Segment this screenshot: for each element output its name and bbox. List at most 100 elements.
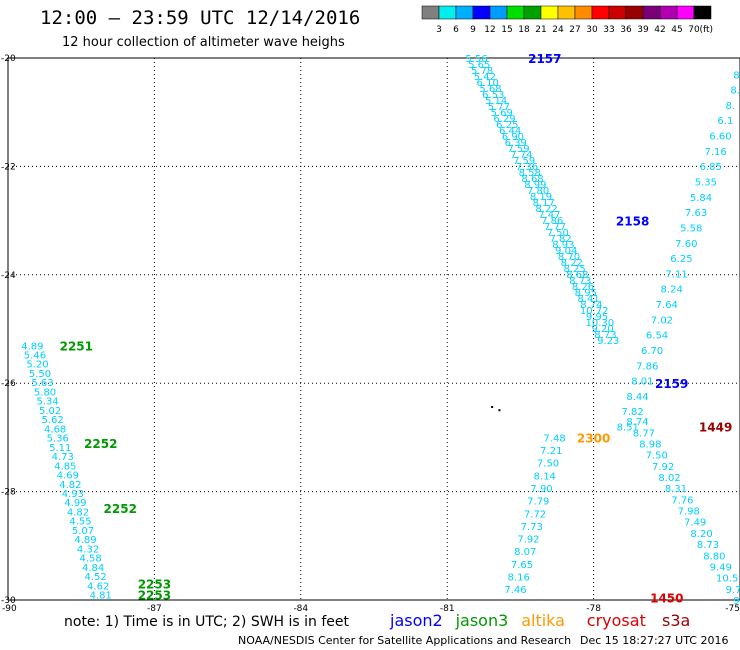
legend-label: 18: [518, 25, 530, 35]
wave-height-label: 4.52: [85, 572, 107, 583]
legend-swatch: [472, 5, 491, 20]
wave-height-label: 7.82: [549, 234, 571, 245]
legend-label: 39: [637, 25, 649, 35]
wave-height-label: 7.47: [538, 210, 560, 221]
grid-lines: [8, 58, 740, 600]
wave-height-label: 9.20: [592, 324, 614, 335]
legend-label: 15: [501, 25, 512, 35]
wave-height-label: 5.07: [72, 526, 94, 537]
wave-height-label: 5.02: [39, 406, 61, 417]
wave-height-label: 7.60: [675, 239, 697, 250]
wave-height-label: 5.77: [488, 102, 510, 113]
plot-frame: [7, 57, 740, 601]
y-tick-label: -24: [1, 271, 16, 281]
wave-height-label: 8.93: [552, 240, 574, 251]
time-label: 2158: [616, 215, 649, 229]
legend-label: 12: [484, 25, 495, 35]
wave-height-label: 8.41: [577, 294, 599, 305]
mission-legend: jason2 jason3 altika cryosat s3a: [389, 611, 690, 630]
y-axis-ticks: -20 -22 -24 -26 -28 -30: [1, 54, 16, 606]
wave-height-label: 5.65: [468, 60, 490, 71]
wave-height-label: 8.19: [530, 192, 552, 203]
wave-height-label: 8.74: [580, 300, 602, 311]
wave-height-label: 5.42: [474, 72, 496, 83]
wave-height-label: 8.68: [566, 270, 588, 281]
footer-note: note: 1) Time is in UTC; 2) SWH is in fe…: [64, 614, 350, 630]
legend-swatch: [489, 5, 508, 20]
track-s3a: 8. 8. 8. 6.1 6.60 7.16 6.85 5.35 5.84 7.63 5.58 7.6…: [617, 70, 740, 434]
wave-height-label: 6.85: [700, 162, 722, 173]
wave-height-label: 8.02: [658, 473, 680, 484]
data-point-marker: [498, 409, 501, 412]
wave-height-label: 7.11: [665, 269, 687, 280]
x-tick-label: -78: [586, 604, 601, 614]
wave-height-label: 6.60: [709, 132, 731, 143]
time-label: 2159: [655, 377, 688, 391]
wave-height-label: 7.64: [656, 300, 678, 311]
wave-height-label: 9.23: [597, 336, 619, 347]
wave-height-label: 8.14: [534, 471, 556, 482]
time-label: 2253: [138, 589, 171, 603]
time-label: 2252: [104, 502, 137, 516]
wave-height-label: 7.50: [537, 459, 559, 470]
chart-subtitle: 12 hour collection of altimeter wave hei…: [62, 35, 345, 50]
legend-label: 6: [453, 25, 459, 35]
wave-height-label: 8.70: [558, 252, 580, 263]
time-label: 2252: [84, 437, 117, 451]
wave-height-label: 5.50: [29, 369, 51, 380]
wave-height-label: 4.81: [90, 591, 112, 602]
wave-height-label: 6.90: [502, 132, 524, 143]
legend-swatch: [608, 5, 627, 20]
legend-label: 70: [688, 25, 700, 35]
wave-height-label: 4.85: [54, 461, 76, 472]
wave-height-label: 9.7: [726, 585, 740, 596]
wave-height-label: 8.98: [639, 439, 661, 450]
wave-height-label: 7.92: [517, 535, 539, 546]
wave-height-label: 8.74: [626, 417, 648, 428]
wave-height-label: 8.31: [665, 484, 687, 495]
wave-height-label: 5.84: [690, 193, 712, 204]
x-tick-label: -87: [147, 604, 162, 614]
wave-height-label: 6.25: [496, 120, 518, 131]
legend-label: 42: [654, 25, 665, 35]
time-label: 2157: [528, 52, 561, 66]
legend-label: 36: [620, 25, 632, 35]
wave-height-label: 8.73: [594, 330, 616, 341]
wave-height-label: 7.48: [543, 433, 565, 444]
wave-height-label: 7.72: [524, 509, 546, 520]
wave-height-label: 8.22: [535, 204, 557, 215]
wave-height-label: 8.51: [617, 423, 639, 434]
legend-label: 21: [535, 25, 546, 35]
wave-height-label: 5.11: [49, 443, 71, 454]
wave-height-label: 7.16: [704, 147, 726, 158]
wave-height-label: 8.99: [524, 180, 546, 191]
legend-swatch: [574, 5, 593, 20]
wave-height-label: 7.92: [652, 462, 674, 473]
wave-height-label: 7.82: [622, 407, 644, 418]
y-tick-label: -28: [1, 488, 16, 498]
wave-height-label: 4.69: [57, 471, 79, 482]
wave-height-label: 5.62: [42, 415, 64, 426]
wave-height-label: 7.02: [651, 315, 673, 326]
wave-height-label: 4.82: [59, 480, 81, 491]
legend-label: 9: [470, 25, 476, 35]
legend-label: 45: [671, 25, 682, 35]
wave-height-label: 8.: [730, 86, 740, 97]
track-cryosat: 8.748.778.987.507.928.028.317.767.987.49…: [626, 417, 740, 607]
wave-height-label: 8.77: [633, 428, 655, 439]
wave-height-label: 4.84: [82, 563, 104, 574]
wave-height-label: 8.26: [572, 282, 594, 293]
x-tick-label: -81: [440, 604, 455, 614]
wave-height-label: 8.58: [519, 168, 541, 179]
time-label: 1449: [699, 421, 732, 435]
wave-height-label: 6.25: [670, 254, 692, 265]
legend-swatch: [642, 5, 661, 20]
wave-height-label: 7.98: [678, 507, 700, 518]
wave-height-label: 5.14: [485, 96, 507, 107]
wave-height-label: 9.: [733, 596, 740, 607]
legend-swatch: [659, 5, 678, 20]
wave-height-label: 4.68: [44, 424, 66, 435]
chart-title: 12:00 — 23:59 UTC 12/14/2016: [40, 7, 360, 29]
wave-height-label: 8.01: [631, 377, 653, 388]
wave-height-label: 8.73: [697, 540, 719, 551]
